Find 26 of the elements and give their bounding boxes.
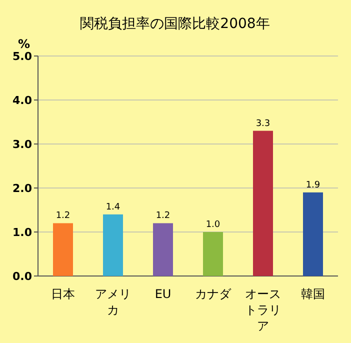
data-label: 1.4: [106, 202, 120, 212]
bar: [303, 192, 323, 276]
data-label: 1.9: [306, 180, 320, 190]
bar: [103, 214, 123, 276]
y-axis-title: %: [18, 37, 30, 51]
x-tick-label: カナダ: [195, 287, 232, 301]
x-tick-label: 日本: [51, 287, 75, 301]
bar: [153, 223, 173, 276]
y-tick-label: 1.0: [12, 226, 32, 239]
y-tick-label: 2.0: [12, 182, 32, 195]
data-label: 3.3: [256, 118, 270, 129]
x-tick-label: アメリカ: [95, 287, 131, 317]
x-tick-label: オーストラリア: [245, 287, 281, 333]
y-tick-label: 3.0: [12, 138, 32, 151]
data-label: 1.2: [56, 211, 70, 222]
x-tick-label: 韓国: [301, 287, 325, 301]
chart-title: 関税負担率の国際比較2008年: [80, 16, 270, 32]
bar: [53, 223, 73, 276]
x-tick-label: EU: [154, 287, 172, 301]
y-tick-label: 0.0: [12, 270, 32, 283]
data-label: 1.0: [206, 220, 220, 230]
bar: [203, 232, 223, 276]
data-label: 1.2: [156, 211, 170, 222]
bar: [253, 130, 273, 276]
y-tick-label: 4.0: [12, 94, 32, 107]
y-tick-label: 5.0: [12, 50, 32, 63]
